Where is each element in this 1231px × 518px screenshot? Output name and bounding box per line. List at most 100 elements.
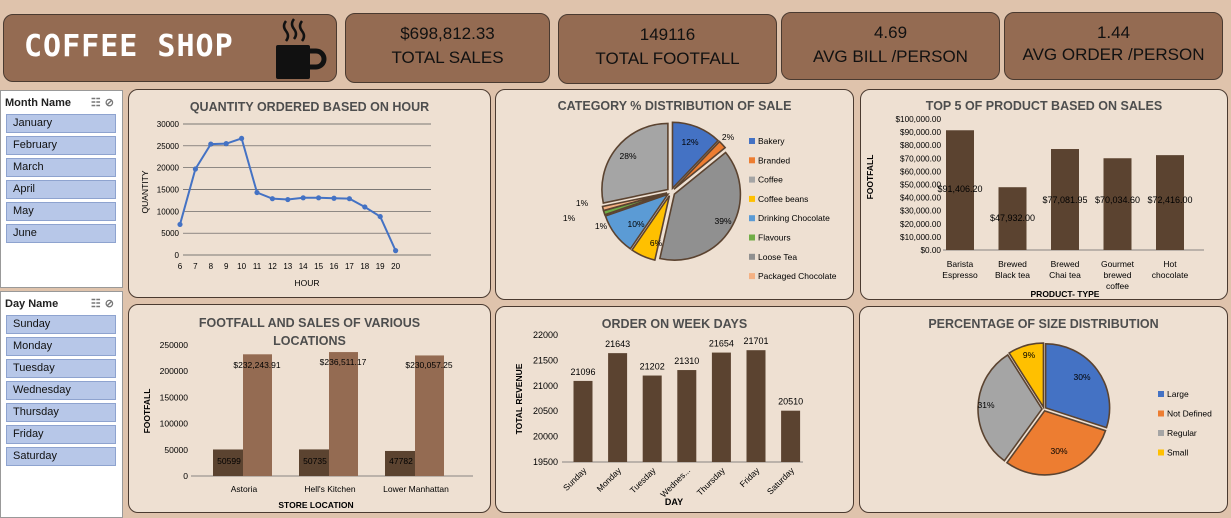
x-tick-label: Friday xyxy=(738,465,762,489)
kpi-total-footfall: 149116 TOTAL FOOTFALL xyxy=(558,14,777,84)
slicer-item-saturday[interactable]: Saturday xyxy=(6,447,116,466)
data-label: 21096 xyxy=(570,367,595,377)
legend-swatch xyxy=(1158,449,1164,456)
data-label: 50599 xyxy=(217,456,241,466)
data-label: 21202 xyxy=(640,362,665,372)
data-label: 47782 xyxy=(389,456,413,466)
legend-swatch xyxy=(749,138,755,144)
data-label: $232,243.91 xyxy=(233,360,281,370)
panel-quantity-by-hour: QUANTITY ORDERED BASED ON HOUR 0 5000 1000… xyxy=(128,89,491,298)
data-point xyxy=(208,141,214,147)
data-label: $47,932.00 xyxy=(990,213,1035,223)
y-tick-label: 22000 xyxy=(533,330,558,340)
bar xyxy=(608,353,628,462)
kpi-value: 1.44 xyxy=(1096,23,1131,42)
x-axis-label: HOUR xyxy=(294,278,319,288)
slicer-item-thursday[interactable]: Thursday xyxy=(6,403,116,422)
y-tick-label: 21500 xyxy=(533,355,558,365)
data-point xyxy=(346,196,352,202)
slicer-item-march[interactable]: March xyxy=(6,158,116,177)
y-tick-label: 21000 xyxy=(533,381,558,391)
y-tick-label: $100,000.00 xyxy=(895,115,941,124)
x-tick-label: 8 xyxy=(209,262,214,271)
slicer-item-january[interactable]: January xyxy=(6,114,116,133)
coffee-cup-icon xyxy=(276,18,327,79)
legend-swatch xyxy=(749,157,755,164)
x-tick-label: Barista xyxy=(947,259,974,269)
bar-footfall xyxy=(213,449,244,476)
y-tick-label: $40,000.00 xyxy=(900,194,941,203)
slicer-item-may[interactable]: May xyxy=(6,202,116,221)
bar-sales xyxy=(243,354,272,476)
data-label: 9% xyxy=(1023,350,1036,360)
data-label: 21310 xyxy=(674,356,699,366)
x-axis-label: STORE LOCATION xyxy=(278,500,353,510)
legend-entry: Coffee beans xyxy=(758,194,808,204)
bar-sales xyxy=(329,352,358,476)
x-tick-label: 12 xyxy=(268,262,277,271)
bar xyxy=(677,370,697,462)
pie-slice xyxy=(1008,342,1045,410)
multi-select-icon[interactable]: ☷ xyxy=(90,97,105,109)
slicer-item-tuesday[interactable]: Tuesday xyxy=(6,359,116,378)
pie-slice xyxy=(601,122,669,204)
x-tick-label: Tuesday xyxy=(628,465,658,495)
clear-filter-icon[interactable]: ⊘ xyxy=(104,298,118,310)
data-point xyxy=(254,189,260,196)
y-tick-label: 150000 xyxy=(160,392,189,402)
chart-title: FOOTFALL AND SALES OF VARIOUS LOCATIONS xyxy=(198,316,421,348)
kpi-avg-order: 1.44 AVG ORDER /PERSON xyxy=(1004,12,1223,80)
x-tick-label: brewed xyxy=(1104,270,1132,280)
data-label: 10% xyxy=(627,219,644,229)
data-label: $77,081.95 xyxy=(1042,195,1087,205)
pie-slice xyxy=(673,140,727,190)
x-tick-label: 7 xyxy=(193,262,198,271)
x-tick-label: Black tea xyxy=(995,270,1030,280)
y-axis-label: FOOTFALL xyxy=(142,389,152,434)
bar xyxy=(573,380,593,462)
x-axis-label: PRODUCT- TYPE xyxy=(1031,289,1100,298)
x-axis-label: DAY xyxy=(665,497,683,507)
chart-title: TOP 5 OF PRODUCT BASED ON SALES xyxy=(925,99,1163,113)
legend-swatch xyxy=(1158,410,1164,417)
data-point xyxy=(393,248,399,254)
slicer-item-february[interactable]: February xyxy=(6,136,116,155)
slicer-item-april[interactable]: April xyxy=(6,180,116,199)
pie-slice xyxy=(630,195,671,261)
x-tick-label: Brewed xyxy=(1051,259,1080,269)
y-tick-label: $20,000.00 xyxy=(900,220,941,229)
series-line xyxy=(179,137,397,252)
slicer-item-friday[interactable]: Friday xyxy=(6,425,116,444)
bar xyxy=(1156,155,1184,250)
slicer-item-monday[interactable]: Monday xyxy=(6,337,116,356)
kpi-label: TOTAL SALES xyxy=(391,48,504,67)
y-tick-label: 30000 xyxy=(157,120,180,129)
multi-select-icon[interactable]: ☷ xyxy=(90,298,105,310)
bar xyxy=(781,410,801,462)
slicer-title: Month Name xyxy=(5,96,71,109)
y-tick-label: $0.00 xyxy=(921,246,942,255)
kpi-value: $698,812.33 xyxy=(400,24,495,43)
x-tick-label: Brewed xyxy=(998,259,1027,269)
clear-filter-icon[interactable]: ⊘ xyxy=(104,97,118,109)
data-point xyxy=(223,141,229,147)
bar xyxy=(746,350,766,462)
month-slicer: Month Name ☷⊘ January February March Apr… xyxy=(0,90,123,288)
legend-swatch xyxy=(749,195,755,202)
bar-footfall xyxy=(299,449,330,476)
x-tick-label: Lower Manhattan xyxy=(383,484,449,494)
y-tick-label: 200000 xyxy=(160,366,189,376)
header-card: COFFEE SHOP xyxy=(3,14,337,82)
dashboard-title: COFFEE SHOP xyxy=(24,29,234,64)
slicer-header: Month Name ☷⊘ xyxy=(1,91,122,114)
data-label: 1% xyxy=(595,221,608,231)
slicer-item-sunday[interactable]: Sunday xyxy=(6,315,116,334)
slicer-item-june[interactable]: June xyxy=(6,224,116,243)
slicer-item-wednesday[interactable]: Wednesday xyxy=(6,381,116,400)
kpi-label: AVG ORDER /PERSON xyxy=(1022,45,1205,64)
y-tick-label: 0 xyxy=(183,471,188,481)
legend-swatch xyxy=(749,234,755,241)
data-point xyxy=(300,195,306,201)
x-tick-label: 16 xyxy=(330,262,339,271)
y-tick-label: 5000 xyxy=(161,229,179,238)
